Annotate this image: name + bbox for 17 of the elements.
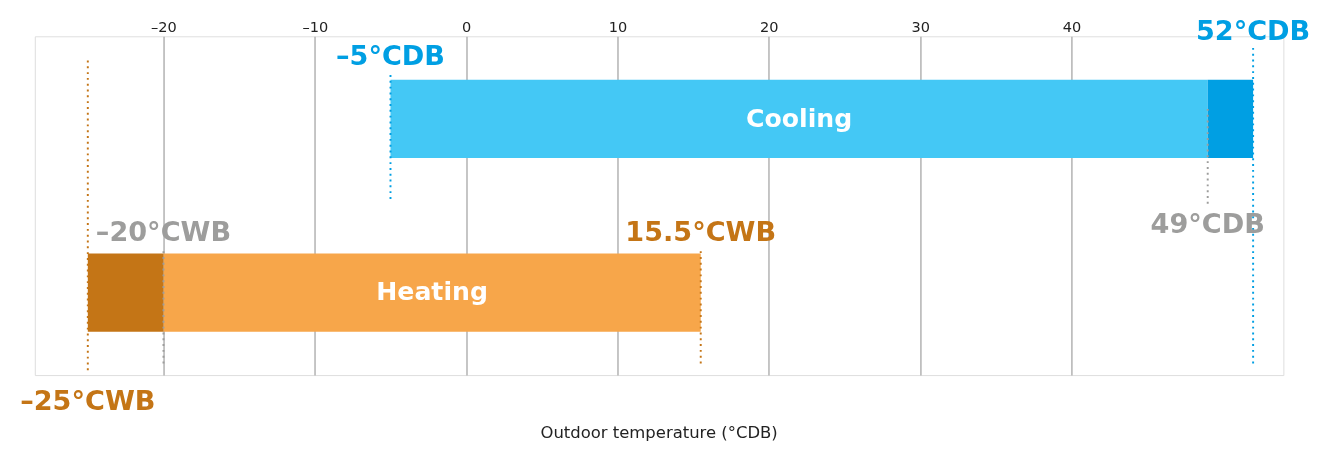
ref-line-label: 49°CDB <box>1150 207 1265 239</box>
x-tick-label: 30 <box>911 18 930 35</box>
y-tick-label: Cooling <box>746 103 853 133</box>
y-tick-label: Heating <box>376 277 488 307</box>
ref-line-label: –5°CDB <box>336 40 445 72</box>
x-tick-label: –20 <box>151 18 177 35</box>
bar <box>163 253 701 332</box>
x-tick-label: 10 <box>608 18 628 35</box>
x-tick-label: 40 <box>1062 18 1082 35</box>
bar <box>390 79 1208 158</box>
ref-line-label: 15.5°CWB <box>625 215 777 247</box>
x-axis-title: Outdoor temperature (°CDB) <box>540 422 778 442</box>
ref-line-label: –25°CWB <box>20 384 156 416</box>
x-tick-label: 0 <box>462 18 472 35</box>
ref-line-label: 52°CDB <box>1195 15 1311 47</box>
x-tick-label: 20 <box>760 18 779 35</box>
x-tick-label: –10 <box>302 18 329 35</box>
